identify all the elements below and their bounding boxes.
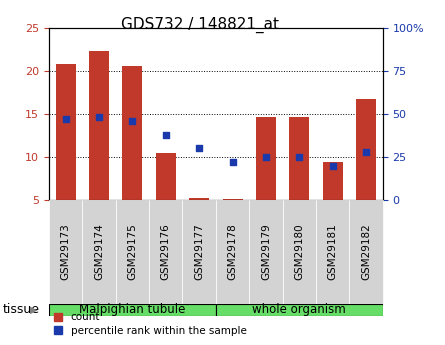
Point bbox=[162, 132, 170, 137]
Point bbox=[263, 154, 270, 160]
FancyBboxPatch shape bbox=[116, 200, 149, 304]
FancyBboxPatch shape bbox=[216, 304, 383, 316]
Text: GSM29177: GSM29177 bbox=[194, 224, 204, 280]
Point bbox=[96, 115, 103, 120]
Bar bbox=[89, 51, 109, 200]
Bar bbox=[256, 117, 276, 200]
FancyBboxPatch shape bbox=[49, 304, 216, 316]
Point bbox=[329, 163, 336, 168]
Text: GSM29175: GSM29175 bbox=[127, 224, 138, 280]
Bar bbox=[156, 152, 176, 200]
Text: GSM29174: GSM29174 bbox=[94, 224, 104, 280]
FancyBboxPatch shape bbox=[249, 200, 283, 304]
FancyBboxPatch shape bbox=[349, 200, 383, 304]
Point bbox=[62, 116, 69, 122]
Bar bbox=[56, 64, 76, 200]
FancyBboxPatch shape bbox=[182, 200, 216, 304]
FancyBboxPatch shape bbox=[283, 200, 316, 304]
Text: GSM29178: GSM29178 bbox=[227, 224, 238, 280]
FancyBboxPatch shape bbox=[49, 200, 82, 304]
Text: ▶: ▶ bbox=[30, 305, 38, 315]
Bar bbox=[289, 117, 309, 200]
Bar bbox=[323, 162, 343, 200]
FancyBboxPatch shape bbox=[216, 200, 249, 304]
Text: tissue: tissue bbox=[2, 303, 39, 316]
Bar bbox=[189, 198, 209, 200]
Bar bbox=[222, 199, 243, 200]
Legend: count, percentile rank within the sample: count, percentile rank within the sample bbox=[50, 308, 251, 340]
FancyBboxPatch shape bbox=[149, 200, 182, 304]
Text: whole organism: whole organism bbox=[252, 303, 346, 316]
Text: GSM29179: GSM29179 bbox=[261, 224, 271, 280]
Bar bbox=[122, 66, 142, 200]
Point bbox=[196, 146, 203, 151]
FancyBboxPatch shape bbox=[82, 200, 116, 304]
Text: GSM29182: GSM29182 bbox=[361, 224, 371, 280]
Point bbox=[229, 159, 236, 165]
Text: GDS732 / 148821_at: GDS732 / 148821_at bbox=[121, 17, 279, 33]
Text: GSM29181: GSM29181 bbox=[328, 224, 338, 280]
Point bbox=[363, 149, 370, 155]
Text: GSM29173: GSM29173 bbox=[61, 224, 71, 280]
Text: Malpighian tubule: Malpighian tubule bbox=[79, 303, 186, 316]
FancyBboxPatch shape bbox=[316, 200, 349, 304]
Text: GSM29180: GSM29180 bbox=[294, 224, 304, 280]
Point bbox=[296, 154, 303, 160]
Point bbox=[129, 118, 136, 124]
Bar bbox=[356, 99, 376, 200]
Text: GSM29176: GSM29176 bbox=[161, 224, 171, 280]
